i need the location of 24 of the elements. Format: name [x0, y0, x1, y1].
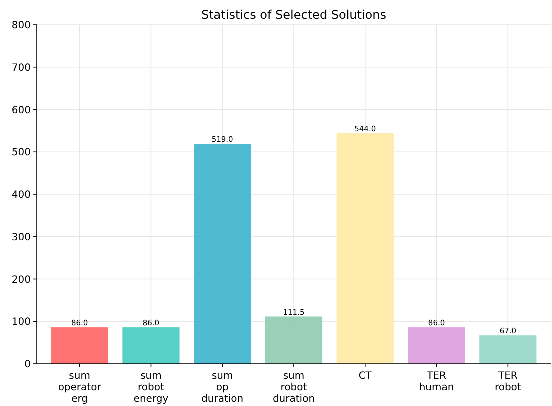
bar: [194, 144, 252, 364]
y-tick-label: 800: [12, 20, 31, 32]
x-tick-label: TER human: [419, 371, 454, 394]
y-tick-label: 600: [12, 105, 31, 116]
bar: [480, 336, 537, 364]
x-tick-label: sum robot duration: [272, 371, 316, 405]
x-tick-label: CT: [358, 371, 373, 382]
bar: [408, 328, 466, 364]
y-tick-label: 200: [12, 274, 31, 286]
bar: [51, 328, 108, 364]
y-tick-label: 700: [12, 62, 31, 74]
bar: [265, 316, 323, 364]
x-tick-label: sum robot energy: [134, 371, 169, 405]
x-tick-label: sum op duration: [202, 371, 244, 405]
y-tick-label: 400: [12, 190, 31, 201]
chart-title: Statistics of Selected Solutions: [201, 8, 387, 22]
y-tick-label: 100: [12, 317, 31, 328]
x-tick-label: TER robot: [494, 371, 522, 394]
x-tick-label: sum operator erg: [58, 371, 102, 405]
y-tick-label: 0: [24, 360, 31, 370]
bar: [336, 133, 394, 364]
y-tick-label: 300: [12, 232, 31, 244]
y-tick-label: 500: [12, 148, 31, 159]
bar: [122, 328, 180, 364]
